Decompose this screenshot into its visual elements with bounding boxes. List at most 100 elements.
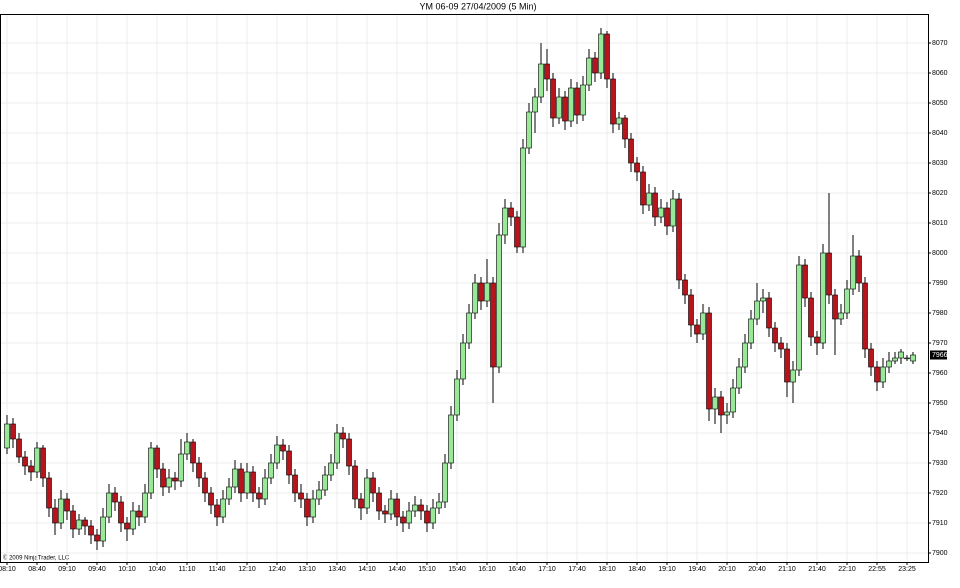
- candle-body: [616, 117, 622, 125]
- candle-body: [52, 507, 58, 524]
- x-tick-label: 10:40: [148, 566, 166, 573]
- candle-body: [820, 252, 826, 344]
- candle-body: [802, 264, 808, 299]
- x-tick-label: 14:10: [358, 566, 376, 573]
- candle-body: [598, 33, 604, 74]
- candle-body: [262, 477, 268, 500]
- candle-body: [736, 366, 742, 389]
- x-tick-label: 21:10: [778, 566, 796, 573]
- candle-body: [64, 498, 70, 512]
- candle-body: [268, 462, 274, 479]
- y-tick-label: 7950: [932, 400, 948, 407]
- candle-body: [562, 96, 568, 122]
- candle-body: [790, 369, 796, 383]
- candle-body: [574, 87, 580, 116]
- candle-body: [166, 477, 172, 488]
- candle-body: [328, 462, 334, 476]
- y-tick-label: 8000: [932, 250, 948, 257]
- candle-body: [184, 441, 190, 455]
- candle-body: [292, 474, 298, 494]
- x-tick-label: 16:40: [508, 566, 526, 573]
- candle-body: [46, 477, 52, 509]
- y-tick-label: 8020: [932, 190, 948, 197]
- candle-body: [892, 357, 898, 362]
- candle-body: [112, 492, 118, 503]
- candle-body: [310, 498, 316, 518]
- candle-body: [4, 423, 10, 449]
- candle-body: [682, 279, 688, 296]
- candle-body: [862, 282, 868, 350]
- y-tick-label: 7940: [932, 430, 948, 437]
- candle-body: [730, 387, 736, 413]
- candle-body: [448, 414, 454, 464]
- candle-body: [772, 327, 778, 344]
- candle-body: [70, 510, 76, 530]
- candle-body: [880, 366, 886, 383]
- candle-body: [94, 534, 100, 542]
- candle-body: [154, 447, 160, 470]
- candle-body: [322, 474, 328, 491]
- candle-body: [256, 492, 262, 500]
- x-tick-label: 08:40: [28, 566, 46, 573]
- candle-body: [334, 432, 340, 464]
- candle-body: [304, 498, 310, 518]
- candle-body: [514, 216, 520, 248]
- x-tick-label: 20:40: [748, 566, 766, 573]
- candle-body: [856, 255, 862, 284]
- candle-body: [868, 348, 874, 368]
- candle-body: [742, 342, 748, 368]
- x-tick-label: 19:40: [688, 566, 706, 573]
- candle-body: [208, 492, 214, 506]
- candle-body: [466, 312, 472, 344]
- candle-body: [832, 294, 838, 320]
- x-tick-label: 18:10: [598, 566, 616, 573]
- candle-body: [82, 519, 88, 527]
- candle-body: [724, 411, 730, 416]
- candle-body: [370, 477, 376, 494]
- candle-body: [700, 312, 706, 335]
- candle-body: [238, 468, 244, 494]
- x-tick-label: 17:40: [568, 566, 586, 573]
- candle-body: [502, 207, 508, 236]
- candle-body: [850, 255, 856, 290]
- candle-body: [508, 207, 514, 218]
- y-tick-label: 8030: [932, 160, 948, 167]
- x-tick-label: 09:40: [88, 566, 106, 573]
- candle-body: [352, 465, 358, 500]
- candle-body: [658, 207, 664, 218]
- candle-body: [298, 492, 304, 500]
- candle-body: [490, 282, 496, 368]
- x-tick-label: 19:10: [658, 566, 676, 573]
- candle-body: [436, 501, 442, 509]
- candle-body: [178, 453, 184, 482]
- candle-body: [586, 57, 592, 86]
- candle-body: [358, 498, 364, 509]
- candle-body: [526, 111, 532, 149]
- candle-body: [838, 312, 844, 320]
- candle-body: [100, 516, 106, 542]
- x-tick-label: 13:40: [328, 566, 346, 573]
- candle-body: [148, 447, 154, 494]
- candle-body: [652, 192, 658, 218]
- candle-body: [478, 282, 484, 302]
- candle-body: [754, 300, 760, 320]
- candle-body: [286, 450, 292, 476]
- candle-body: [364, 477, 370, 509]
- candle-body: [694, 324, 700, 335]
- candle-body: [172, 477, 178, 482]
- candle-body: [124, 522, 130, 530]
- candle-body: [400, 516, 406, 524]
- candle-body: [706, 312, 712, 410]
- candle-body: [472, 282, 478, 314]
- candle-body: [346, 438, 352, 467]
- x-tick-label: 15:10: [418, 566, 436, 573]
- y-tick-label: 8060: [932, 70, 948, 77]
- candle-body: [202, 477, 208, 494]
- candle-body: [604, 33, 610, 80]
- candle-body: [16, 438, 22, 458]
- candle-body: [430, 507, 436, 524]
- candle-body: [712, 396, 718, 410]
- x-tick-label: 14:40: [388, 566, 406, 573]
- candle-body: [628, 138, 634, 164]
